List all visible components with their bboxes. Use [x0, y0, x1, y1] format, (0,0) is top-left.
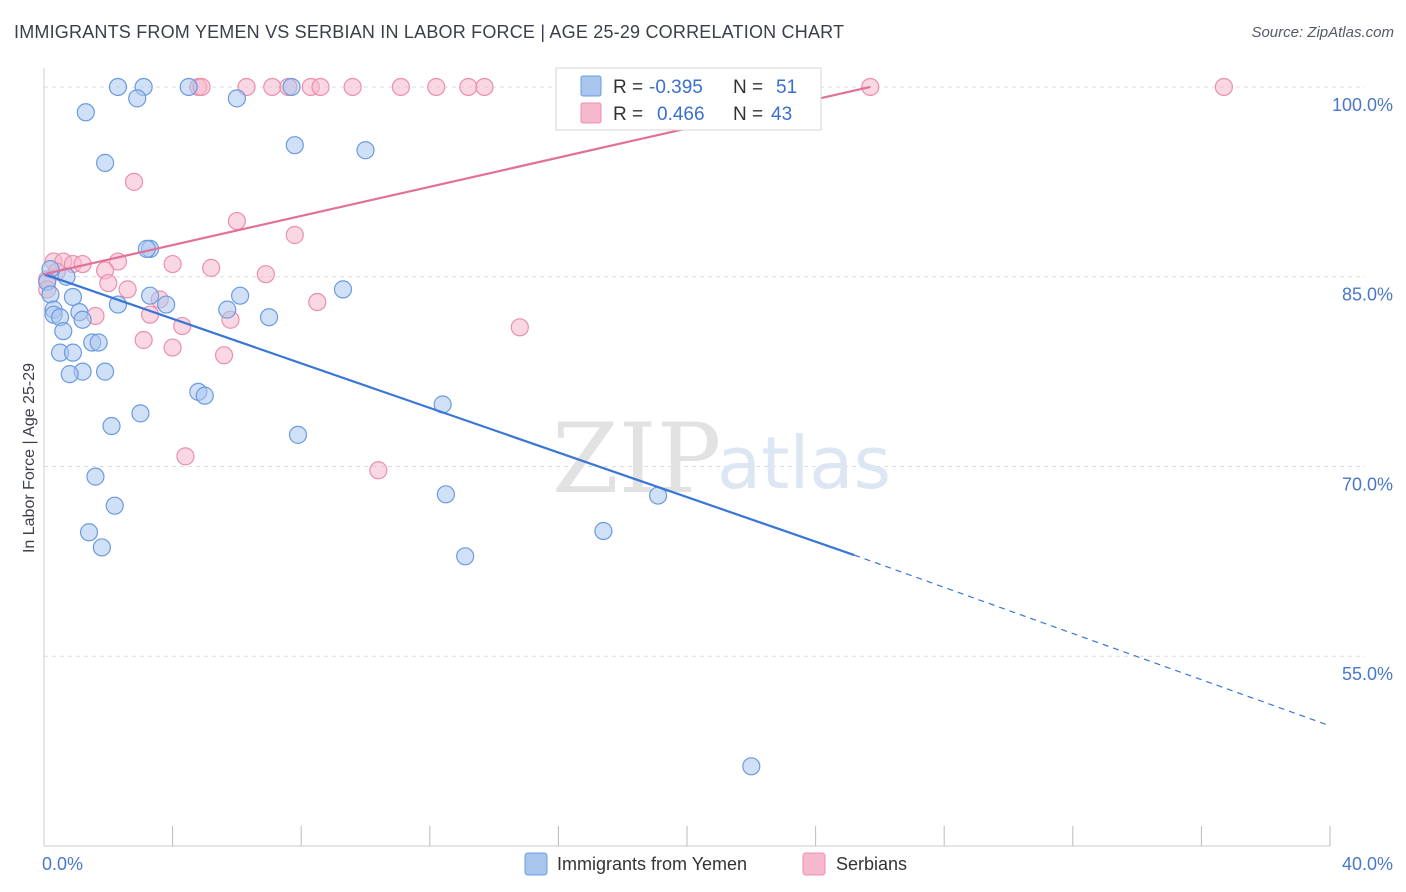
grid-lines — [44, 86, 1365, 657]
data-point — [131, 404, 150, 423]
trend-line-blue — [43, 273, 855, 557]
data-point — [227, 211, 246, 231]
chart-title: IMMIGRANTS FROM YEMEN VS SERBIAN IN LABO… — [14, 22, 845, 42]
data-point — [89, 333, 108, 352]
data-point — [391, 77, 410, 97]
data-point — [475, 77, 494, 97]
data-point — [118, 280, 137, 299]
data-point — [163, 338, 182, 357]
data-point — [285, 225, 304, 245]
data-point — [128, 89, 147, 108]
y-tick-label: 85.0% — [1342, 285, 1393, 305]
source-label: Source: ZipAtlas.com — [1251, 24, 1394, 41]
data-point — [134, 330, 153, 350]
legend-n-label-serbians: N = — [733, 104, 763, 125]
stats-legend: R = -0.395 N = 51 R = 0.466 N = 43 — [555, 67, 822, 131]
y-tick-label: 55.0% — [1342, 664, 1393, 684]
data-point — [427, 77, 446, 97]
data-point — [231, 286, 250, 305]
data-point — [124, 172, 144, 191]
data-point — [510, 318, 529, 337]
data-point — [41, 285, 60, 304]
x-tick-label: 40.0% — [1342, 854, 1393, 874]
data-point — [99, 273, 118, 293]
y-tick-label: 100.0% — [1332, 95, 1393, 115]
data-point — [259, 308, 279, 327]
legend-r-label-serbians: R = — [613, 104, 643, 125]
trend-line-extension-blue — [853, 554, 1331, 727]
x-tick-labels: 0.0% 40.0% — [42, 854, 1393, 874]
data-point — [86, 467, 105, 486]
x-tick-label: 0.0% — [42, 854, 83, 874]
series-legend-swatch-yemen — [524, 852, 548, 876]
series-yemen-points — [38, 77, 761, 776]
data-point — [218, 300, 237, 319]
data-point — [333, 280, 353, 299]
data-point — [95, 362, 115, 381]
watermark: ZIP atlas — [552, 403, 891, 515]
data-point — [227, 89, 246, 108]
data-point — [102, 416, 121, 436]
data-point — [1214, 77, 1234, 97]
y-tick-labels: 100.0% 85.0% 70.0% 55.0% — [1332, 95, 1393, 684]
data-point — [105, 496, 124, 515]
series-legend-swatch-serbians — [802, 852, 826, 876]
axes — [43, 68, 1331, 847]
series-legend: Immigrants from Yemen Serbians — [524, 852, 907, 876]
legend-r-value-yemen: -0.395 — [649, 77, 703, 98]
data-point — [263, 77, 282, 97]
series-legend-label-yemen: Immigrants from Yemen — [557, 854, 747, 874]
data-point — [343, 77, 362, 97]
data-point — [456, 547, 475, 566]
data-point — [140, 286, 160, 305]
data-point — [288, 425, 308, 444]
data-point — [163, 254, 182, 274]
data-point — [157, 295, 176, 314]
data-point — [256, 265, 275, 284]
data-point — [285, 136, 304, 155]
data-point — [214, 346, 234, 365]
data-point — [54, 322, 73, 341]
data-point — [594, 521, 613, 541]
data-point — [108, 77, 128, 97]
series-legend-label-serbians: Serbians — [836, 854, 907, 874]
data-point — [73, 310, 92, 329]
data-point — [63, 287, 83, 307]
data-point — [436, 485, 455, 504]
legend-n-value-yemen: 51 — [776, 77, 797, 98]
data-point — [202, 258, 221, 277]
data-point — [95, 153, 115, 172]
data-point — [742, 757, 761, 776]
data-point — [63, 343, 83, 362]
legend-r-label-yemen: R = — [613, 77, 643, 98]
data-point — [369, 461, 388, 480]
data-point — [79, 523, 99, 542]
legend-n-value-serbians: 43 — [771, 104, 792, 125]
data-point — [282, 77, 301, 97]
legend-n-label-yemen: N = — [733, 77, 763, 98]
y-tick-label: 70.0% — [1342, 474, 1393, 494]
y-axis-title: In Labor Force | Age 25-29 — [21, 363, 38, 553]
data-point — [60, 365, 79, 384]
data-point — [179, 77, 198, 97]
data-point — [76, 103, 95, 122]
legend-swatch-serbians — [580, 102, 602, 124]
legend-r-value-serbians: 0.466 — [657, 104, 705, 125]
data-point — [92, 538, 111, 557]
data-point — [356, 141, 375, 160]
data-point — [459, 77, 478, 97]
data-point — [311, 77, 330, 97]
data-point — [308, 292, 327, 312]
data-point — [195, 386, 214, 405]
data-point — [176, 447, 195, 466]
legend-swatch-yemen — [580, 75, 602, 97]
watermark-atlas: atlas — [717, 421, 891, 505]
